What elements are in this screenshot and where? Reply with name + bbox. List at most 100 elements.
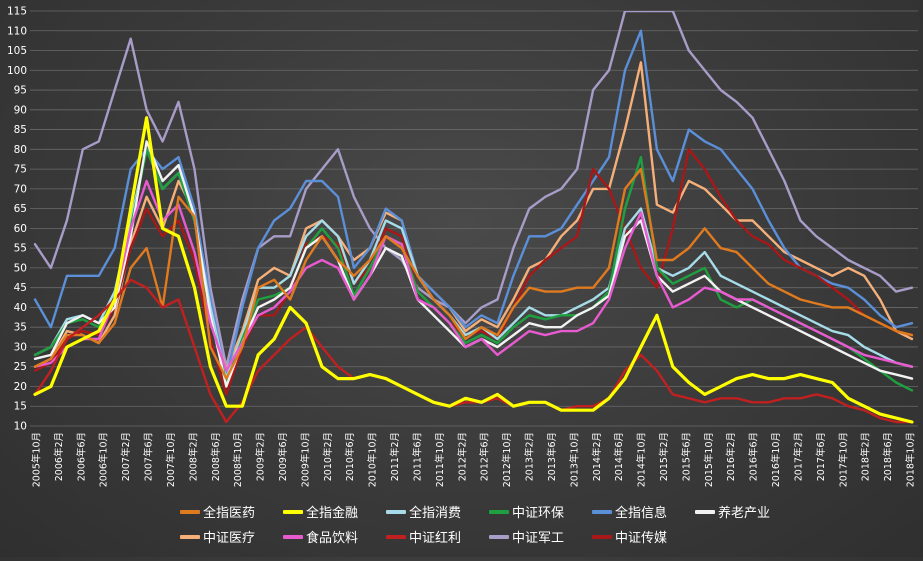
y-tick-label: 25 (14, 361, 27, 373)
legend-swatch (695, 509, 715, 514)
y-tick-label: 75 (14, 164, 27, 176)
x-tick-label: 2006年2月 (53, 432, 65, 481)
x-tick-label: 2018年6月 (882, 432, 894, 481)
y-tick-label: 10 (14, 421, 27, 433)
y-tick-label: 85 (14, 124, 27, 136)
x-tick-label: 2009年6月 (277, 432, 289, 481)
x-tick-label: 2014年2月 (591, 432, 603, 481)
x-tick-label: 2009年2月 (255, 432, 267, 481)
legend-label: 全指医药 (203, 506, 256, 521)
legend-label: 全指金融 (306, 506, 359, 521)
series-line-5 (33, 140, 914, 388)
x-tick-label: 2010年2月 (322, 432, 334, 481)
y-tick-label: 60 (14, 223, 27, 235)
legend-label: 中证军工 (512, 531, 565, 546)
x-tick-label: 2012年6月 (479, 432, 491, 481)
y-tick-label: 70 (14, 183, 27, 195)
x-tick-label: 2006年10月 (98, 432, 110, 487)
y-tick-label: 90 (14, 104, 27, 116)
x-tick-label: 2009年10月 (299, 432, 311, 487)
legend-label: 全指信息 (615, 506, 668, 521)
series-line-3 (33, 148, 914, 392)
x-tick-label: 2015年6月 (680, 432, 692, 481)
x-tick-label: 2016年2月 (725, 432, 737, 481)
y-tick-label: 65 (14, 203, 27, 215)
legend-item: 全指消费 (386, 502, 489, 521)
legend-label: 中证传媒 (615, 531, 668, 546)
legend-swatch (489, 509, 509, 514)
y-tick-label: 55 (14, 243, 27, 255)
x-tick-label: 2013年2月 (524, 432, 536, 481)
x-tick-label: 2015年10月 (703, 432, 715, 487)
x-tick-label: 2007年2月 (120, 432, 132, 481)
legend-swatch (489, 534, 509, 539)
x-tick-label: 2006年6月 (75, 432, 87, 481)
x-tick-label: 2008年2月 (187, 432, 199, 481)
legend-label: 食品饮料 (306, 531, 359, 546)
x-tick-label: 2012年2月 (456, 432, 468, 481)
x-tick-label: 2013年10月 (568, 432, 580, 487)
legend-swatch (180, 509, 200, 514)
x-tick-label: 2012年10月 (501, 432, 513, 487)
x-tick-label: 2018年2月 (860, 432, 872, 481)
legend-label: 中证环保 (512, 506, 565, 521)
series-line-0 (33, 167, 914, 380)
legend: 全指医药 全指金融 全指消费 中证环保 全指信息 养老产业 中证医疗 食品饮料 中证红利 中证军工… (180, 502, 800, 546)
x-tick-label: 2007年6月 (143, 432, 155, 481)
series-line-4 (33, 29, 914, 380)
x-tick-label: 2015年2月 (658, 432, 670, 481)
y-tick-label: 95 (14, 85, 27, 97)
y-tick-label: 100 (7, 65, 27, 77)
legend-label: 养老产业 (718, 506, 771, 521)
legend-item: 中证医疗 (180, 527, 283, 546)
legend-item: 中证环保 (489, 502, 592, 521)
x-tick-label: 2014年6月 (613, 432, 625, 481)
x-tick-label: 2011年10月 (434, 432, 446, 487)
legend-item: 全指医药 (180, 502, 283, 521)
y-tick-label: 45 (14, 282, 27, 294)
x-tick-label: 2005年10月 (31, 432, 43, 487)
series-lines (33, 11, 914, 424)
legend-swatch (283, 509, 303, 514)
x-tick-label: 2014年10月 (636, 432, 648, 487)
y-tick-label: 50 (14, 262, 27, 274)
y-tick-label: 105 (7, 45, 27, 57)
x-tick-label: 2011年2月 (389, 432, 401, 481)
legend-swatch (386, 534, 406, 539)
y-tick-label: 15 (14, 401, 27, 413)
y-tick-label: 110 (7, 25, 27, 37)
x-tick-label: 2017年6月 (815, 432, 827, 481)
legend-label: 中证医疗 (203, 531, 256, 546)
x-tick-label: 2016年6月 (748, 432, 760, 481)
series-line-7 (33, 179, 914, 372)
y-tick-label: 30 (14, 341, 27, 353)
legend-swatch (283, 534, 303, 539)
y-tick-label: 35 (14, 322, 27, 334)
legend-swatch (386, 509, 406, 514)
legend-item: 养老产业 (695, 502, 798, 521)
x-tick-label: 2017年10月 (837, 432, 849, 487)
legend-swatch (180, 534, 200, 539)
legend-swatch (592, 534, 612, 539)
x-tick-label: 2016年10月 (770, 432, 782, 487)
x-tick-label: 2011年6月 (411, 432, 423, 481)
x-axis-ticks: 2005年10月 2006年2月 2006年6月 2006年10月 2007年2月 200… (31, 432, 917, 487)
legend-item: 全指金融 (283, 502, 386, 521)
y-tick-label: 20 (14, 381, 27, 393)
legend-item: 中证军工 (489, 527, 592, 546)
x-tick-label: 2017年2月 (792, 432, 804, 481)
legend-label: 全指消费 (409, 506, 462, 521)
legend-item: 食品饮料 (283, 527, 386, 546)
x-tick-label: 2010年6月 (344, 432, 356, 481)
legend-swatch (592, 509, 612, 514)
series-line-9 (33, 11, 914, 368)
series-line-8 (33, 278, 914, 424)
x-tick-label: 2007年10月 (165, 432, 177, 487)
x-tick-label: 2008年6月 (210, 432, 222, 481)
series-line-1 (33, 116, 914, 424)
legend-item: 中证传媒 (592, 527, 695, 546)
x-tick-label: 2018年10月 (905, 432, 917, 487)
x-tick-label: 2010年10月 (367, 432, 379, 487)
